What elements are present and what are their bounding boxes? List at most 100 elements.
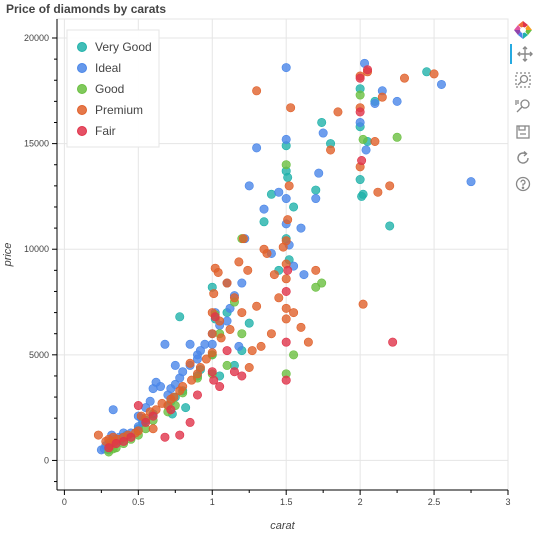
data-point <box>229 293 239 303</box>
data-point <box>175 430 185 440</box>
data-point <box>104 443 114 453</box>
data-point <box>314 168 324 178</box>
legend-label: Very Good <box>95 40 152 54</box>
data-point <box>262 248 272 258</box>
data-point <box>207 348 217 358</box>
y-tick-label: 5000 <box>29 350 49 360</box>
x-tick-label: 0.5 <box>132 497 145 507</box>
legend-marker <box>77 126 87 136</box>
data-point <box>281 375 291 385</box>
data-point <box>355 73 365 83</box>
data-point <box>187 375 197 385</box>
data-point <box>466 177 476 187</box>
data-point <box>429 69 439 79</box>
axes: 0 0.5 1 1.5 2 2.5 3 0 5000 10000 15000 20000 <box>24 19 511 507</box>
data-point <box>355 107 365 117</box>
data-point <box>281 236 291 246</box>
data-point <box>388 337 398 347</box>
data-point <box>269 270 279 280</box>
data-point <box>318 128 328 138</box>
data-point <box>166 405 176 415</box>
data-point <box>170 360 180 370</box>
legend-label: Good <box>95 82 124 96</box>
legend-marker <box>77 42 87 52</box>
legend-label: Ideal <box>95 61 121 75</box>
box-zoom-icon[interactable] <box>510 70 536 90</box>
wheel-zoom-icon[interactable] <box>510 96 536 116</box>
data-point <box>178 382 188 392</box>
help-icon[interactable] <box>510 174 536 194</box>
y-tick-label: 20000 <box>24 33 49 43</box>
data-point <box>358 189 368 199</box>
data-point <box>160 339 170 349</box>
data-point <box>148 424 158 434</box>
x-tick-label: 3 <box>505 497 510 507</box>
data-point <box>192 390 202 400</box>
data-point <box>303 337 313 347</box>
data-point <box>234 257 244 267</box>
data-point <box>296 322 306 332</box>
data-point <box>234 341 244 351</box>
data-point <box>392 132 402 142</box>
pan-icon[interactable] <box>510 44 538 64</box>
data-point <box>185 358 195 368</box>
data-point <box>299 270 309 280</box>
data-point <box>274 187 284 197</box>
data-point <box>281 274 291 284</box>
data-point <box>259 217 269 227</box>
data-point <box>385 221 395 231</box>
reset-icon[interactable] <box>510 148 536 168</box>
legend-marker <box>77 84 87 94</box>
data-point <box>281 303 291 313</box>
chart-title: Price of diamonds by carats <box>6 2 167 16</box>
save-icon[interactable] <box>510 122 536 142</box>
x-tick-label: 0 <box>62 497 67 507</box>
data-point <box>185 417 195 427</box>
data-point <box>281 337 291 347</box>
data-point <box>385 181 395 191</box>
data-point <box>286 103 296 113</box>
data-point <box>209 289 219 299</box>
legend: Very Good Ideal Good Premium Fair <box>66 29 160 148</box>
data-point <box>93 430 103 440</box>
data-point <box>252 143 262 153</box>
data-point <box>358 134 368 144</box>
data-point <box>363 65 373 75</box>
data-point <box>355 117 365 127</box>
data-point <box>361 145 371 155</box>
data-point <box>148 411 158 421</box>
data-point <box>145 396 155 406</box>
data-point <box>169 392 179 402</box>
data-point <box>274 293 284 303</box>
data-point <box>222 360 232 370</box>
data-point <box>207 367 217 377</box>
data-point <box>216 333 226 343</box>
data-point <box>222 346 232 356</box>
data-point <box>243 265 253 275</box>
data-point <box>156 382 166 392</box>
data-point <box>259 204 269 214</box>
data-point <box>237 329 247 339</box>
data-point <box>160 432 170 442</box>
data-point <box>133 401 143 411</box>
data-point <box>244 181 254 191</box>
data-point <box>326 145 336 155</box>
data-point <box>207 329 217 339</box>
data-point <box>370 137 380 147</box>
bokeh-logo-icon[interactable] <box>510 20 536 40</box>
data-point <box>225 324 235 334</box>
y-tick-label: 0 <box>44 455 49 465</box>
data-point <box>289 350 299 360</box>
data-point <box>119 436 129 446</box>
data-point <box>237 278 247 288</box>
data-point <box>283 265 293 275</box>
legend-label: Premium <box>95 103 143 117</box>
data-point <box>399 73 409 83</box>
data-point <box>355 90 365 100</box>
data-point <box>392 96 402 106</box>
data-point <box>281 160 291 170</box>
data-point <box>237 371 247 381</box>
data-point <box>281 286 291 296</box>
data-point <box>266 189 276 199</box>
